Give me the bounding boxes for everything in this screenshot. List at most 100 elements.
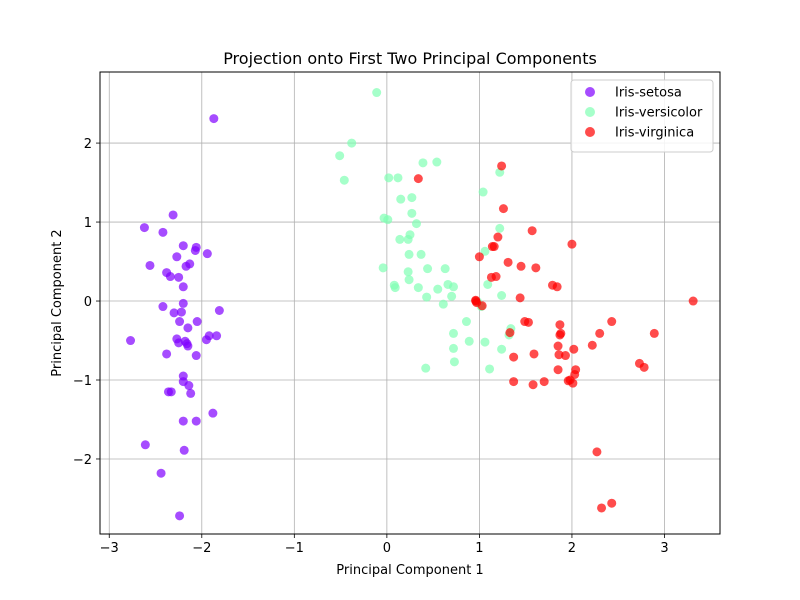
data-point [158,227,168,237]
y-tick-label: 1 [84,216,92,231]
x-tick-label: 2 [568,541,576,556]
legend: Iris-setosa Iris-versicolor Iris-virginica [570,79,714,153]
data-point [563,376,573,386]
data-point [404,275,414,285]
data-point [531,263,541,273]
data-point [139,223,149,233]
x-tick-label: 1 [475,541,483,556]
data-point [448,328,458,338]
data-point [474,252,484,262]
data-point [639,362,649,372]
data-point [145,260,155,270]
data-point [503,257,513,267]
data-point [183,323,193,333]
legend-box [570,79,714,153]
x-tick-label: −3 [100,541,119,556]
data-point [569,344,579,354]
data-point [489,242,499,252]
data-point [191,242,201,252]
data-point [529,349,539,359]
data-point [347,138,357,148]
legend-marker-iris-setosa [585,87,595,97]
data-point [413,283,423,293]
data-point [201,335,211,345]
data-point [553,341,563,351]
data-point [181,261,191,271]
data-point [192,317,202,327]
data-point [411,219,421,229]
data-point [423,264,433,274]
data-point [378,263,388,273]
data-point [498,204,508,214]
data-point [448,343,458,353]
data-point [485,364,495,374]
grid [100,72,720,534]
data-point [339,175,349,185]
data-point [587,340,597,350]
y-tick-label: 2 [84,137,92,152]
data-point [172,252,182,262]
data-point [497,291,507,300]
data-point [555,330,565,340]
data-point [480,246,490,256]
data-point [126,336,136,346]
data-point [208,408,218,418]
data-point [438,299,448,309]
data-point [384,173,394,183]
data-point [555,320,565,330]
data-point [165,272,175,282]
data-point [523,317,533,327]
data-point [461,317,471,327]
y-tick-label: −1 [73,374,92,389]
data-point [471,296,481,306]
data-point [191,416,201,426]
ticks: −3 −2 −1 0 1 2 3 −2 −1 0 1 2 [73,137,669,556]
data-point [592,447,602,457]
data-point [491,272,501,282]
x-tick-label: 3 [660,541,668,556]
series-iris-setosa [126,114,224,521]
data-point [553,365,563,375]
data-point [493,232,503,242]
data-point [175,511,185,521]
x-tick-label: −2 [192,541,211,556]
data-point [212,331,222,341]
data-point [440,264,450,274]
data-point [404,249,414,259]
data-point [464,336,474,346]
data-point [403,267,413,277]
data-point [597,503,607,513]
data-point [413,174,423,184]
data-point [186,388,196,398]
data-point [422,292,432,302]
legend-marker-iris-virginica [585,127,595,137]
data-point [174,272,184,282]
data-point [432,157,442,167]
data-point [509,377,519,387]
data-point [478,187,488,197]
data-point [539,377,549,387]
data-point [183,341,193,351]
data-point [449,357,459,367]
data-point [175,317,185,327]
x-axis-label: Principal Component 1 [336,563,483,578]
data-point [214,306,224,315]
data-point [516,261,526,271]
data-point [688,296,698,306]
data-point [447,291,457,301]
data-point [158,302,168,312]
data-point [448,282,458,292]
data-point [169,308,179,318]
data-point [396,194,406,204]
data-point [393,173,403,183]
data-point [433,284,443,294]
data-point [497,344,507,354]
data-point [390,283,400,293]
data-point [416,249,426,259]
data-point [509,352,519,362]
data-point [184,381,194,391]
data-point [483,279,493,289]
series-iris-versicolor [335,88,516,374]
data-point [528,380,538,390]
